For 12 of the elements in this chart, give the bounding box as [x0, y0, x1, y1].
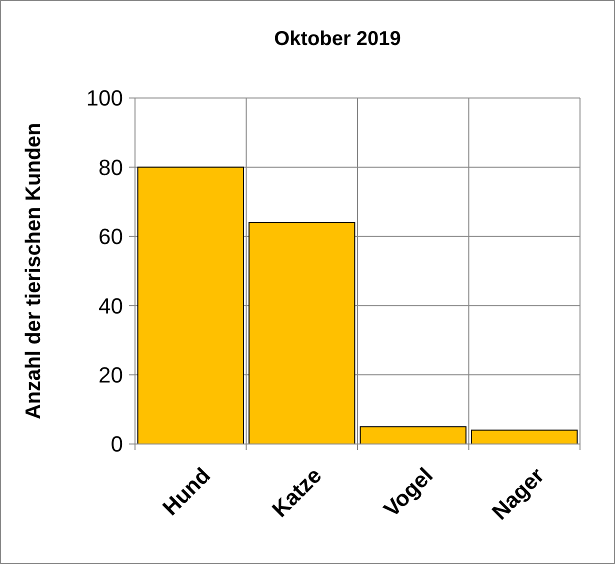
bar [471, 430, 578, 444]
y-tick-label: 60 [98, 224, 123, 250]
bar [248, 222, 356, 444]
y-tick-label: 100 [86, 86, 123, 111]
bar [137, 166, 244, 444]
y-tick-label: 20 [98, 362, 123, 388]
y-tick-label: 40 [98, 293, 123, 318]
y-axis-title: Anzahl der tierischen Kunden [22, 122, 45, 420]
bar [360, 426, 466, 444]
chart-title: Oktober 2019 [274, 28, 401, 50]
y-tick-label: 0 [110, 432, 123, 457]
y-tick-label: 80 [98, 154, 123, 180]
